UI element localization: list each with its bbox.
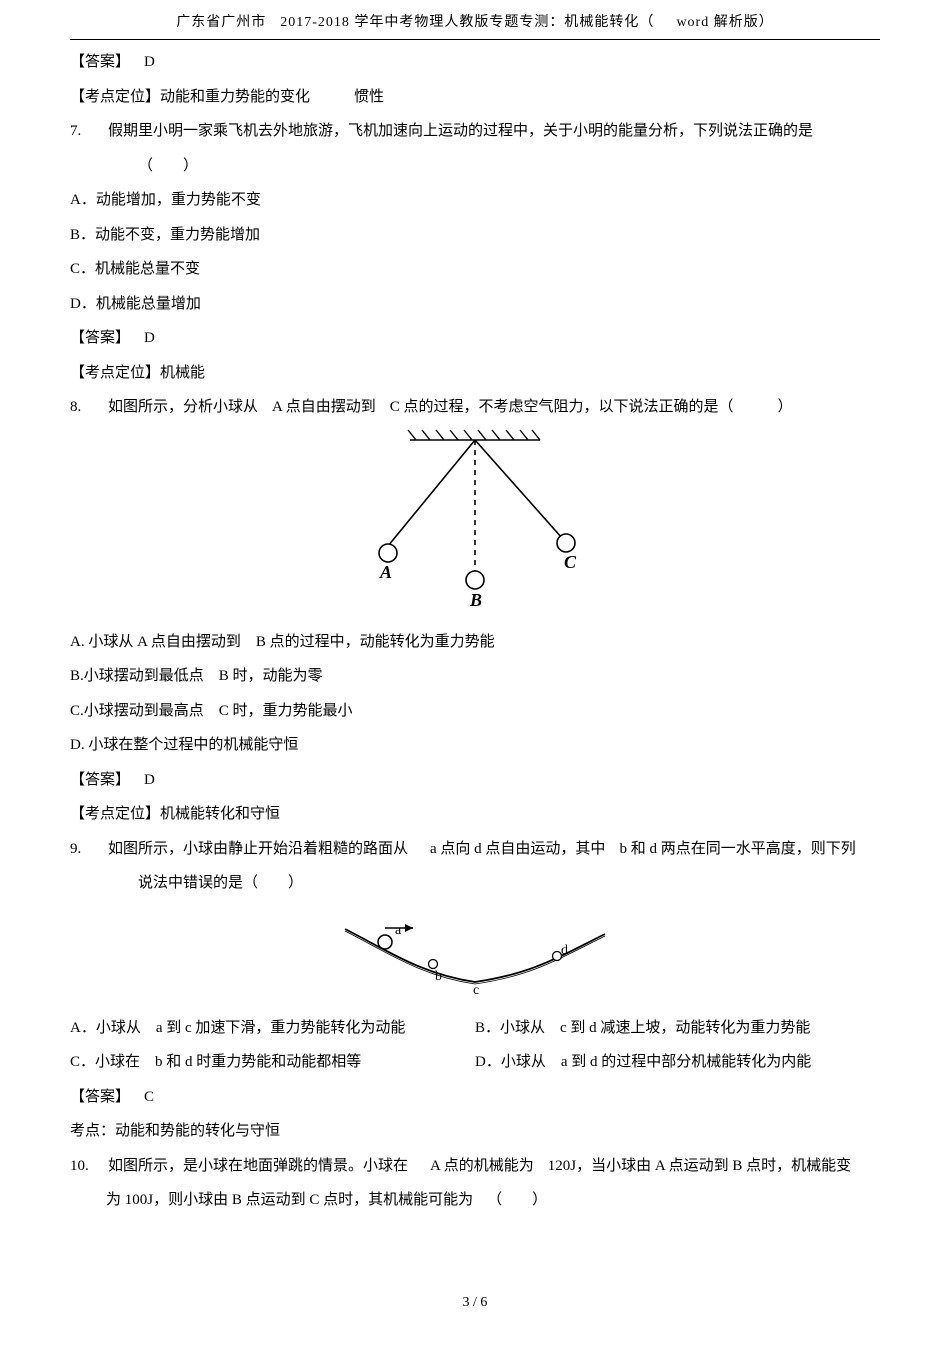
q8-stem: 8.如图所示，分析小球从A 点自由摆动到C 点的过程，不考虑空气阻力，以下说法正… [70, 393, 880, 422]
q9-option-d: D．小球从 a 到 d 的过程中部分机械能转化为内能 [475, 1048, 880, 1077]
q7-option-c: C．机械能总量不变 [70, 255, 880, 284]
q8-figure: A B C [70, 428, 880, 618]
q8-option-b: B.小球摆动到最低点 B 时，动能为零 [70, 662, 880, 691]
q8-option-a: A. 小球从 A 点自由摆动到 B 点的过程中，动能转化为重力势能 [70, 628, 880, 657]
q9-stem-line2: 说法中错误的是（ ） [138, 869, 880, 898]
header-left: 广东省广州市 [176, 15, 266, 30]
q9-figure: a b c d [70, 904, 880, 1004]
q9-options: A．小球从 a 到 c 加速下滑，重力势能转化为动能 B．小球从 c 到 d 减… [70, 1014, 880, 1083]
page-footer: 3 / 6 [0, 1290, 950, 1315]
q7-stem-tail: （ ） [138, 152, 880, 181]
q9-option-b: B．小球从 c 到 d 减速上坡，动能转化为重力势能 [475, 1014, 880, 1043]
svg-text:a: a [395, 923, 402, 938]
q9-stem-line1: 9.如图所示，小球由静止开始沿着粗糙的路面从a 点向 d 点自由运动，其中b 和… [70, 835, 880, 864]
page-header: 广东省广州市 2017-2018 学年中考物理人教版专题专测：机械能转化（ word… [70, 0, 880, 40]
header-year: 2017-2018 [280, 15, 350, 30]
q6-answer: 【答案】D [70, 48, 880, 77]
q7-concept: 【考点定位】机械能 [70, 359, 880, 388]
q9-answer: 【答案】C [70, 1083, 880, 1112]
q8-answer: 【答案】D [70, 766, 880, 795]
header-right: word 解析版） [676, 15, 773, 30]
q7-option-d: D．机械能总量增加 [70, 290, 880, 319]
q9-option-a: A．小球从 a 到 c 加速下滑，重力势能转化为动能 [70, 1014, 475, 1043]
q7-answer: 【答案】D [70, 324, 880, 353]
q7-option-a: A．动能增加，重力势能不变 [70, 186, 880, 215]
svg-text:C: C [564, 552, 577, 572]
q10-stem-line2: 为 100J，则小球由 B 点运动到 C 点时，其机械能可能为（ ） [106, 1186, 880, 1215]
q9-concept: 考点：动能和势能的转化与守恒 [70, 1117, 880, 1146]
svg-text:B: B [469, 590, 482, 608]
q7-stem: 7.假期里小明一家乘飞机去外地旅游，飞机加速向上运动的过程中，关于小明的能量分析… [70, 117, 880, 146]
q8-option-c: C.小球摆动到最高点 C 时，重力势能最小 [70, 697, 880, 726]
q10-stem-line1: 10.如图所示，是小球在地面弹跳的情景。小球在A 点的机械能为120J，当小球由… [70, 1152, 880, 1181]
page-number: 3 / 6 [463, 1295, 488, 1310]
svg-text:c: c [473, 983, 479, 994]
header-mid: 学年中考物理人教版专题专测：机械能转化（ [354, 15, 654, 30]
svg-text:d: d [561, 943, 568, 958]
q7-option-b: B．动能不变，重力势能增加 [70, 221, 880, 250]
svg-text:b: b [435, 969, 442, 984]
content: 【答案】D 【考点定位】动能和重力势能的变化惯性 7.假期里小明一家乘飞机去外地… [70, 40, 880, 1215]
q9-option-c: C．小球在 b 和 d 时重力势能和动能都相等 [70, 1048, 475, 1077]
q6-concept: 【考点定位】动能和重力势能的变化惯性 [70, 83, 880, 112]
q8-concept: 【考点定位】机械能转化和守恒 [70, 800, 880, 829]
q8-option-d: D. 小球在整个过程中的机械能守恒 [70, 731, 880, 760]
svg-text:A: A [379, 562, 392, 582]
